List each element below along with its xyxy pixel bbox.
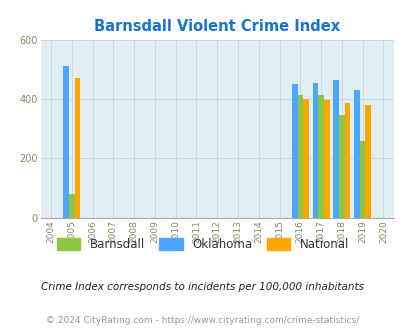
Bar — [318, 94, 323, 218]
Bar — [291, 84, 297, 218]
Bar — [344, 103, 350, 218]
Legend: Barnsdall, Oklahoma, National: Barnsdall, Oklahoma, National — [57, 238, 348, 251]
Bar — [63, 66, 69, 218]
Bar — [75, 78, 80, 218]
Bar — [333, 80, 338, 218]
Text: © 2024 CityRating.com - https://www.cityrating.com/crime-statistics/: © 2024 CityRating.com - https://www.city… — [46, 316, 359, 325]
Bar — [354, 90, 359, 218]
Bar — [297, 94, 303, 218]
Bar — [323, 100, 329, 218]
Title: Barnsdall Violent Crime Index: Barnsdall Violent Crime Index — [94, 19, 339, 34]
Bar — [359, 141, 364, 218]
Bar — [69, 194, 75, 218]
Bar — [312, 82, 318, 218]
Bar — [364, 105, 370, 218]
Bar — [338, 115, 344, 218]
Bar — [303, 99, 308, 218]
Text: Crime Index corresponds to incidents per 100,000 inhabitants: Crime Index corresponds to incidents per… — [41, 282, 364, 292]
